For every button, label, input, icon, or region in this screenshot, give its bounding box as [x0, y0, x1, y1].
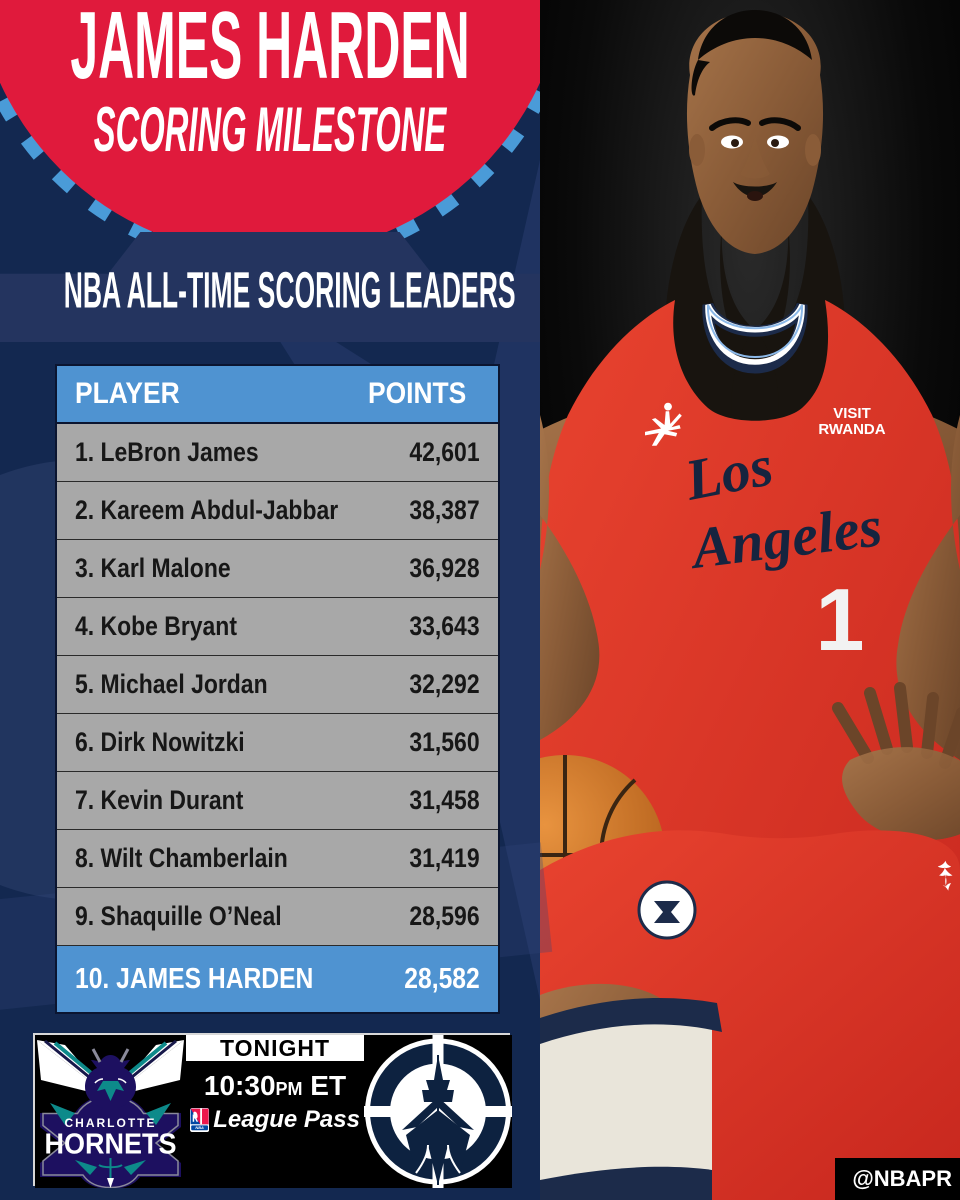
svg-text:@NBAPR: @NBAPR: [852, 1166, 952, 1191]
svg-text:VISIT: VISIT: [833, 405, 871, 422]
svg-text:HORNETS: HORNETS: [45, 1128, 177, 1160]
svg-text:NBA: NBA: [195, 1126, 204, 1131]
svg-text:RWANDA: RWANDA: [818, 421, 885, 438]
svg-text:1: 1: [816, 570, 865, 669]
